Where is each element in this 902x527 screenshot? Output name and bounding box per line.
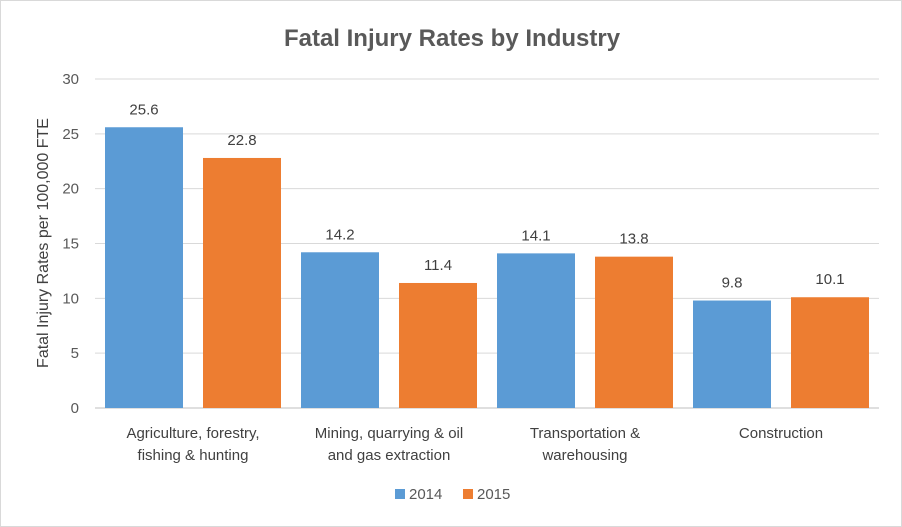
bar-2015-3	[791, 297, 869, 408]
y-tick-label: 30	[62, 71, 79, 88]
y-tick-label: 25	[62, 126, 79, 143]
data-label: 22.8	[227, 132, 256, 149]
category-label: Agriculture, forestry,	[126, 425, 259, 442]
category-label: Construction	[739, 425, 823, 442]
bar-2015-0	[203, 157, 281, 408]
data-label: 14.1	[521, 227, 550, 244]
data-label: 10.1	[815, 271, 844, 288]
data-label: 25.6	[129, 101, 158, 118]
legend-label: 2015	[477, 486, 510, 503]
bar-2014-1	[301, 252, 379, 408]
data-labels: 25.6 22.8 14.2 11.4 14.1 13.8 9.8 10.1	[129, 101, 844, 291]
category-label: warehousing	[541, 447, 627, 464]
data-label: 11.4	[424, 257, 452, 274]
bar-2014-0	[105, 127, 183, 409]
data-label: 9.8	[722, 275, 743, 292]
legend-swatch-2014	[395, 489, 405, 499]
bar-2015-2	[595, 256, 673, 408]
bar-2014-3	[693, 300, 771, 408]
chart-title: Fatal Injury Rates by Industry	[284, 25, 621, 52]
data-label: 13.8	[619, 231, 648, 248]
y-tick-label: 5	[71, 345, 79, 362]
data-label: 14.2	[325, 226, 354, 243]
category-label: Transportation &	[530, 425, 640, 442]
legend-label: 2014	[409, 486, 442, 503]
category-label: Mining, quarrying & oil	[315, 425, 463, 442]
y-axis-ticks: 0 5 10 15 20 25 30	[62, 71, 79, 417]
bar-2015-1	[399, 282, 477, 408]
y-tick-label: 0	[71, 400, 79, 417]
category-label: fishing & hunting	[138, 447, 249, 464]
category-labels: Agriculture, forestry, fishing & hunting M…	[126, 425, 823, 464]
y-tick-label: 10	[62, 290, 79, 307]
legend: 2014 2015	[395, 486, 510, 503]
y-axis-label: Fatal Injury Rates per 100,000 FTE	[35, 118, 52, 368]
bar-2014-2	[497, 253, 575, 408]
category-label: and gas extraction	[328, 447, 451, 464]
y-tick-label: 15	[62, 236, 79, 253]
y-tick-label: 20	[62, 181, 79, 198]
bars	[105, 127, 869, 409]
legend-swatch-2015	[463, 489, 473, 499]
